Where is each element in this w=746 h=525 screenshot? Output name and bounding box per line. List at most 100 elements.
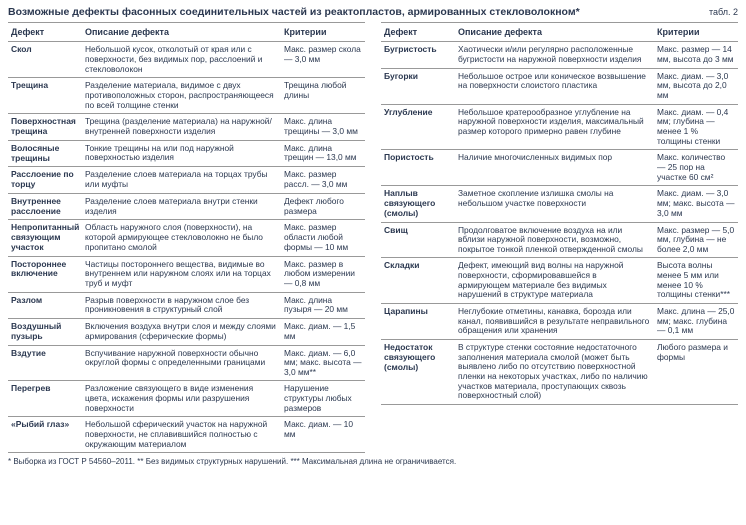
defect-name: Внутреннее расслоение — [8, 193, 82, 220]
table-row: СколНебольшой кусок, отколотый от края и… — [8, 42, 365, 78]
defect-criteria: Нарушение структуры любых размеров — [281, 381, 365, 417]
defect-criteria: Дефект любого размера — [281, 193, 365, 220]
defect-name: Наплыв связующего (смолы) — [381, 186, 455, 222]
table-row: Воздушный пузырьВключения воздуха внутри… — [8, 318, 365, 345]
defect-description: Небольшое кратерообразное углубление на … — [455, 104, 654, 150]
defects-table-right: Дефект Описание дефекта Критерии Бугрист… — [381, 22, 738, 405]
defect-description: Небольшой сферический участок на наружно… — [82, 417, 281, 453]
table-row: Внутреннее расслоениеРазделение слоев ма… — [8, 193, 365, 220]
defect-name: Непропитанный связующим участок — [8, 220, 82, 256]
defect-description: Дефект, имеющий вид волны на наружной по… — [455, 258, 654, 304]
table-row: ВздутиеВспучивание наружной поверхности … — [8, 345, 365, 381]
col-header-defect: Дефект — [381, 23, 455, 42]
table-row: СкладкиДефект, имеющий вид волны на нару… — [381, 258, 738, 304]
defect-description: Наличие многочисленных видимых пор — [455, 150, 654, 186]
defect-description: Вспучивание наружной поверхности обычно … — [82, 345, 281, 381]
table-row: Поверхностная трещинаТрещина (разделение… — [8, 114, 365, 141]
table-number: табл. 2 — [709, 7, 738, 17]
defect-criteria: Любого размера и формы — [654, 340, 738, 405]
table-row: «Рыбий глаз»Небольшой сферический участо… — [8, 417, 365, 453]
defect-criteria: Высота волны менее 5 мм или менее 10 % т… — [654, 258, 738, 304]
defect-name: «Рыбий глаз» — [8, 417, 82, 453]
col-header-desc: Описание дефекта — [82, 23, 281, 42]
defect-description: Область наружного слоя (поверхности), на… — [82, 220, 281, 256]
defect-criteria: Макс. длина — 25,0 мм; макс. глубина — 0… — [654, 304, 738, 340]
table-row: Недостаток связующего (смолы)В структуре… — [381, 340, 738, 405]
defect-criteria: Макс. количество — 25 пор на участке 60 … — [654, 150, 738, 186]
defect-description: В структуре стенки состояние недостаточн… — [455, 340, 654, 405]
defect-description: Разделение слоев материала внутри стенки… — [82, 193, 281, 220]
defect-name: Царапины — [381, 304, 455, 340]
defect-name: Трещина — [8, 78, 82, 114]
defect-description: Разделение материала, видимое с двух про… — [82, 78, 281, 114]
table-row: ПерегревРазложение связующего в виде изм… — [8, 381, 365, 417]
defect-criteria: Трещина любой длины — [281, 78, 365, 114]
defect-description: Небольшой кусок, отколотый от края или с… — [82, 42, 281, 78]
defect-description: Небольшое острое или коническое возвышен… — [455, 68, 654, 104]
left-column: Дефект Описание дефекта Критерии СколНеб… — [8, 22, 365, 453]
defects-table-left: Дефект Описание дефекта Критерии СколНеб… — [8, 22, 365, 453]
col-header-crit: Критерии — [654, 23, 738, 42]
defect-name: Разлом — [8, 292, 82, 318]
table-row: ПористостьНаличие многочисленных видимых… — [381, 150, 738, 186]
defect-name: Перегрев — [8, 381, 82, 417]
table-row: Волосяные трещиныТонкие трещины на или п… — [8, 140, 365, 167]
defect-name: Поверхностная трещина — [8, 114, 82, 141]
defect-criteria: Макс. длина трещины — 3,0 мм — [281, 114, 365, 141]
defect-criteria: Макс. диам. — 6,0 мм; макс. высота — 3,0… — [281, 345, 365, 381]
defect-description: Трещина (разделение материала) на наружн… — [82, 114, 281, 141]
col-header-desc: Описание дефекта — [455, 23, 654, 42]
right-column: Дефект Описание дефекта Критерии Бугрист… — [381, 22, 738, 453]
two-columns: Дефект Описание дефекта Критерии СколНеб… — [8, 22, 738, 453]
defect-name: Бугристость — [381, 42, 455, 68]
defect-name: Скол — [8, 42, 82, 78]
defect-name: Воздушный пузырь — [8, 318, 82, 345]
defect-criteria: Макс. диам. — 3,0 мм; макс. высота — 3,0… — [654, 186, 738, 222]
defect-description: Заметное скопление излишка смолы на небо… — [455, 186, 654, 222]
table-row: СвищПродолговатое включение воздуха на и… — [381, 222, 738, 258]
defect-criteria: Макс. диам. — 0,4 мм; глубина — менее 1 … — [654, 104, 738, 150]
table-row: Постороннее включениеЧастицы постороннег… — [8, 256, 365, 292]
table-row: Непропитанный связующим участокОбласть н… — [8, 220, 365, 256]
header-row: Возможные дефекты фасонных соединительны… — [8, 6, 738, 18]
defect-name: Пористость — [381, 150, 455, 186]
table-row: УглублениеНебольшое кратерообразное углу… — [381, 104, 738, 150]
defect-description: Включения воздуха внутри слоя и между сл… — [82, 318, 281, 345]
defect-description: Разрыв поверхности в наружном слое без п… — [82, 292, 281, 318]
defect-name: Постороннее включение — [8, 256, 82, 292]
defect-description: Неглубокие отметины, канавка, борозда ил… — [455, 304, 654, 340]
defect-name: Вздутие — [8, 345, 82, 381]
defect-name: Волосяные трещины — [8, 140, 82, 167]
defect-criteria: Макс. размер скола — 3,0 мм — [281, 42, 365, 78]
defect-criteria: Макс. диам. — 1,5 мм — [281, 318, 365, 345]
defect-criteria: Макс. размер в любом измерении — 0,8 мм — [281, 256, 365, 292]
header-row-left: Дефект Описание дефекта Критерии — [8, 23, 365, 42]
defect-criteria: Макс. размер — 14 мм, высота до 3 мм — [654, 42, 738, 68]
defect-name: Складки — [381, 258, 455, 304]
defect-description: Продолговатое включение воздуха на или в… — [455, 222, 654, 258]
table-row: ТрещинаРазделение материала, видимое с д… — [8, 78, 365, 114]
table-row: РазломРазрыв поверхности в наружном слое… — [8, 292, 365, 318]
table-title: Возможные дефекты фасонных соединительны… — [8, 6, 580, 18]
table-row: ЦарапиныНеглубокие отметины, канавка, бо… — [381, 304, 738, 340]
table-row: Расслоение по торцуРазделение слоев мате… — [8, 167, 365, 194]
defect-description: Тонкие трещины на или под наружной повер… — [82, 140, 281, 167]
defect-description: Разложение связующего в виде изменения ц… — [82, 381, 281, 417]
defect-criteria: Макс. длина трещин — 13,0 мм — [281, 140, 365, 167]
footnotes: * Выборка из ГОСТ Р 54560–2011. ** Без в… — [8, 457, 738, 467]
defect-description: Разделение слоев материала на торцах тру… — [82, 167, 281, 194]
defect-name: Бугорки — [381, 68, 455, 104]
defect-criteria: Макс. размер области любой формы — 10 мм — [281, 220, 365, 256]
defect-name: Углубление — [381, 104, 455, 150]
defect-criteria: Макс. размер — 5,0 мм, глубина — не боле… — [654, 222, 738, 258]
defect-name: Расслоение по торцу — [8, 167, 82, 194]
defect-criteria: Макс. размер рассл. — 3,0 мм — [281, 167, 365, 194]
table-row: БугоркиНебольшое острое или коническое в… — [381, 68, 738, 104]
header-row-right: Дефект Описание дефекта Критерии — [381, 23, 738, 42]
table-container: Возможные дефекты фасонных соединительны… — [0, 0, 746, 472]
defect-description: Частицы постороннего вещества, видимые в… — [82, 256, 281, 292]
defect-criteria: Макс. длина пузыря — 20 мм — [281, 292, 365, 318]
col-header-defect: Дефект — [8, 23, 82, 42]
defect-description: Хаотически и/или регулярно расположенные… — [455, 42, 654, 68]
defect-criteria: Макс. диам. — 10 мм — [281, 417, 365, 453]
